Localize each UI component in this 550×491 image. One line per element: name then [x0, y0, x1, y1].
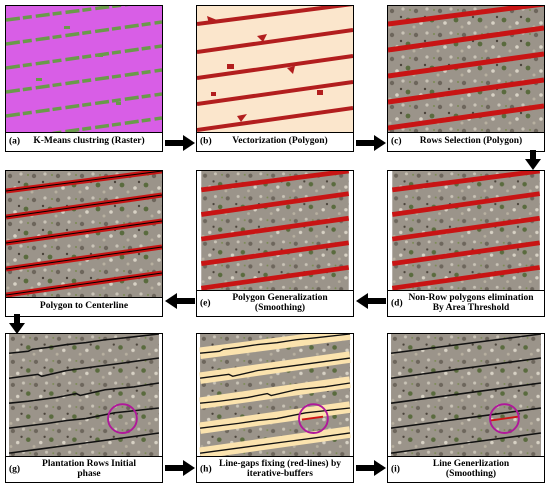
- panel-h-caption: (h) Line-gaps fixing (red-lines) by iter…: [197, 456, 353, 482]
- arrow-d-to-e: [356, 293, 386, 309]
- vector-polygon-image: [197, 6, 353, 134]
- panel-c-caption: (c) Rows Selection (Polygon): [388, 132, 544, 151]
- arrow-h-to-i: [356, 460, 386, 476]
- panel-b-caption: (b) Vectorization (Polygon): [197, 132, 353, 151]
- line-generalization-image: [390, 334, 542, 457]
- panel-a-caption: (a) K-Means clustring (Raster): [6, 132, 162, 151]
- generalization-image: [200, 171, 350, 292]
- gap-fixing-image: [199, 334, 351, 457]
- panel-b-vectorization: (b) Vectorization (Polygon): [196, 5, 354, 152]
- panel-f-caption: Polygon to Centerline: [6, 297, 162, 316]
- arrow-f-to-g: [9, 314, 25, 334]
- panel-c-rows-selection: (c) Rows Selection (Polygon): [387, 5, 545, 152]
- panel-h-gap-fixing: (h) Line-gaps fixing (red-lines) by iter…: [196, 333, 354, 483]
- arrow-a-to-b: [165, 135, 195, 151]
- panel-d-caption: (d) Non-Row polygons elimination By Area…: [388, 290, 544, 316]
- kmeans-raster-image: [6, 6, 162, 134]
- rows-selection-image: [388, 6, 544, 134]
- panel-i-caption: (i) Line Generlization (Smoothing): [388, 456, 544, 482]
- panel-f-centerline: Polygon to Centerline: [5, 170, 163, 317]
- panel-a-kmeans: (a) K-Means clustring (Raster): [5, 5, 163, 152]
- arrow-c-to-d: [525, 150, 541, 170]
- elimination-image: [391, 171, 541, 292]
- arrow-g-to-h: [165, 460, 195, 476]
- arrow-e-to-f: [165, 293, 195, 309]
- panel-i-line-generalization: (i) Line Generlization (Smoothing): [387, 333, 545, 483]
- panel-g-caption: (g) Plantation Rows Initial phase: [6, 456, 162, 482]
- panel-e-caption: (e) Polygon Generalization (Smoothing): [197, 290, 353, 316]
- arrow-b-to-c: [356, 135, 386, 151]
- panel-g-initial-rows: (g) Plantation Rows Initial phase: [5, 333, 163, 483]
- panel-e-generalization: (e) Polygon Generalization (Smoothing): [196, 170, 354, 317]
- initial-rows-image: [8, 334, 160, 457]
- panel-d-elimination: (d) Non-Row polygons elimination By Area…: [387, 170, 545, 317]
- centerline-image: [6, 171, 162, 299]
